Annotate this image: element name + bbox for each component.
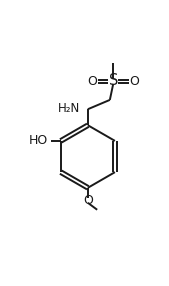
Text: HO: HO: [29, 134, 48, 147]
Text: O: O: [88, 75, 97, 88]
Text: H₂N: H₂N: [58, 102, 80, 115]
Text: O: O: [83, 194, 93, 207]
Text: O: O: [129, 75, 139, 88]
Text: S: S: [108, 74, 118, 88]
